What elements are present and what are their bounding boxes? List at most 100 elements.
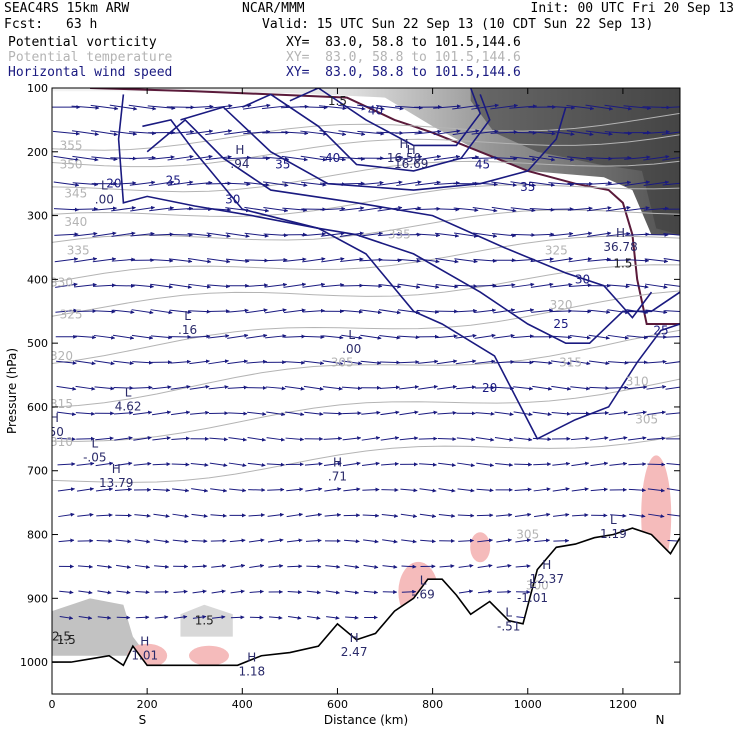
wind-arrow (153, 513, 170, 518)
wind-arrow (344, 590, 360, 595)
wind-arrow (529, 155, 556, 162)
wind-arrow (496, 538, 512, 543)
wind-arrow (286, 487, 304, 492)
wind-arrow (420, 539, 436, 544)
wind-arrow (261, 104, 290, 110)
wind-arrow (419, 462, 437, 467)
wind-arrow (227, 333, 249, 339)
wind-arrow (286, 538, 303, 543)
wind-arrow (131, 284, 154, 289)
wind-arrow (168, 232, 193, 237)
wind-arrow (56, 411, 77, 417)
wind-arrow (225, 232, 250, 238)
wind-arrow (134, 539, 151, 544)
theta-contour (52, 235, 680, 283)
theta-label: 320 (550, 298, 573, 312)
wind-arrow (129, 180, 156, 186)
wind-arrow (172, 488, 190, 493)
wind-arrow (437, 410, 457, 415)
wind-arrow (380, 410, 400, 416)
wind-arrow (550, 360, 572, 366)
wind-arrow (646, 359, 667, 364)
wind-arrow (95, 487, 114, 492)
wind-arrow (208, 359, 229, 365)
wind-arrow (553, 512, 570, 517)
wind-arrow (572, 513, 589, 518)
wind-arrow (114, 436, 133, 441)
wind-speed-label: 20 (106, 177, 121, 191)
wind-arrow (434, 232, 460, 238)
wind-arrow (472, 182, 498, 187)
wind-arrow (568, 283, 592, 288)
extremum-letter: L (348, 328, 355, 342)
theta-label: 305 (516, 528, 539, 542)
wind-arrow (189, 359, 210, 365)
x-tick-label: 0 (49, 698, 56, 711)
wind-arrow (359, 309, 382, 315)
wind-arrow (623, 105, 652, 111)
wind-arrow (661, 131, 680, 135)
wind-arrow (605, 205, 631, 212)
wind-arrow (397, 258, 421, 263)
wind-arrow (340, 257, 364, 263)
wind-arrow (59, 615, 74, 620)
theta-contour (52, 290, 680, 364)
wind-arrow (244, 232, 269, 238)
wind-arrow (512, 334, 534, 339)
wind-arrow (609, 436, 628, 441)
wind-arrow (590, 487, 608, 492)
wind-arrow (587, 231, 612, 237)
wind-arrow (72, 206, 99, 211)
wind-arrow (493, 308, 516, 314)
wind-arrow (168, 258, 193, 264)
wind-arrow (477, 589, 493, 594)
extremum-value: 1.01 (131, 648, 158, 662)
wind-arrow (567, 156, 594, 162)
wind-arrow (131, 309, 154, 315)
theta-label: 305 (635, 413, 658, 427)
wind-arrow (338, 104, 366, 111)
theta-label: 310 (50, 435, 73, 449)
y-tick-label: 900 (27, 592, 48, 605)
organization: NCAR/MMM (242, 1, 305, 16)
wind-arrow (624, 206, 650, 212)
extremum-value: 36.78 (603, 240, 637, 254)
wind-arrow (513, 411, 533, 417)
wind-arrow (281, 155, 308, 162)
wind-arrow (344, 564, 360, 569)
wind-arrow (287, 590, 302, 595)
wind-arrow (154, 615, 169, 620)
wind-arrow (439, 564, 455, 569)
wind-arrow (588, 360, 610, 366)
wind-arrow (339, 206, 365, 212)
wind-arrow (134, 513, 151, 518)
wind-arrow (192, 589, 207, 594)
wind-arrow (57, 487, 75, 492)
pv-label: 1.5 (328, 94, 347, 108)
wind-arrow (607, 360, 629, 365)
wind-arrow (606, 284, 630, 289)
wind-arrow (74, 282, 97, 288)
wind-arrow (362, 487, 380, 492)
wind-speed-label: 30 (575, 272, 590, 286)
wind-arrow (211, 589, 226, 594)
wind-arrow (552, 487, 570, 492)
wind-arrow (341, 334, 363, 340)
wind-arrow (547, 130, 575, 136)
wind-arrow (416, 258, 440, 264)
wind-arrow (247, 411, 267, 416)
wind-arrow (477, 538, 493, 543)
extremum-value: .50 (45, 425, 64, 439)
wind-arrow (205, 155, 232, 161)
wind-arrow (210, 488, 228, 493)
wind-arrow (397, 283, 421, 289)
wind-arrow (358, 231, 384, 237)
extremum-value: .00 (95, 192, 114, 206)
wind-arrow (456, 385, 477, 390)
wind-arrow (530, 232, 555, 237)
wind-arrow (629, 513, 646, 518)
wind-arrow (283, 282, 307, 288)
extremum-letter: H (112, 462, 121, 476)
wind-arrow (400, 513, 418, 519)
